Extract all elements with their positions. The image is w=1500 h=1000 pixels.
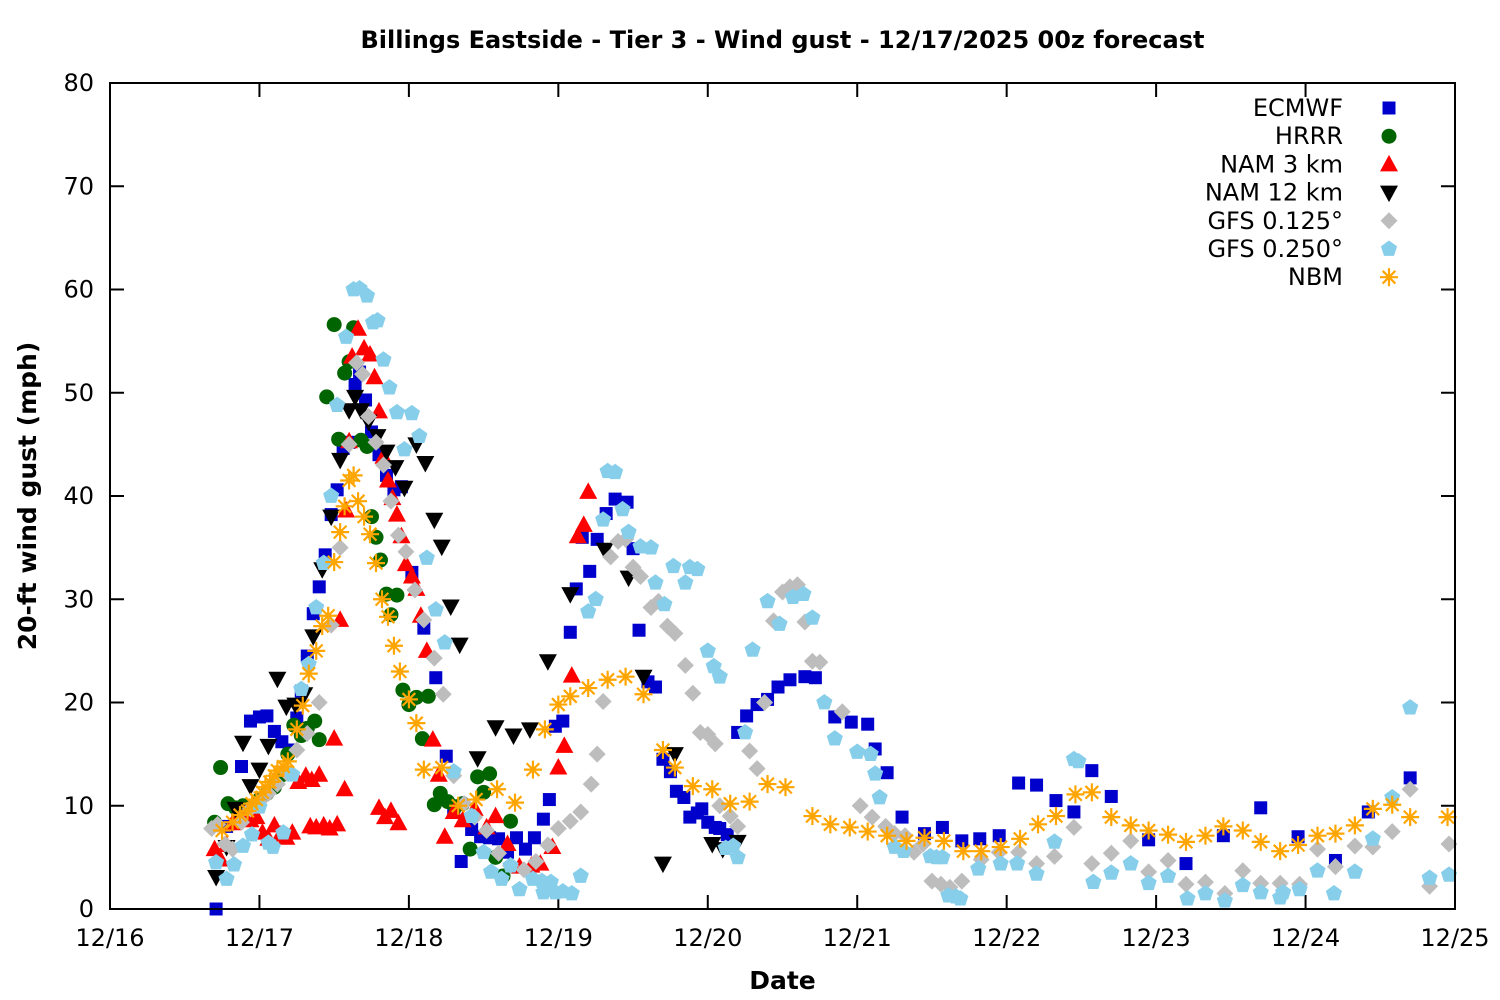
legend-marker-triangle-up (1380, 154, 1398, 172)
series-gfs-0-250- (208, 279, 1458, 908)
legend-label: GFS 0.125° (1207, 207, 1343, 235)
series-nam-12-km (207, 389, 747, 887)
y-tick-label: 40 (63, 482, 94, 510)
y-tick-label: 0 (79, 895, 94, 923)
legend-label: NAM 3 km (1220, 150, 1343, 178)
y-tick-label: 70 (63, 172, 94, 200)
legend-label: ECMWF (1253, 94, 1343, 122)
y-axis-title: 20-ft wind gust (mph) (13, 342, 42, 651)
x-tick-label: 12/17 (225, 924, 294, 952)
y-tick-label: 30 (63, 585, 94, 613)
legend-marker-diamond (1380, 212, 1398, 230)
plot-border (109, 82, 1456, 910)
series-nbm (213, 466, 1457, 861)
x-tick-label: 12/18 (374, 924, 443, 952)
legend-label: HRRR (1275, 122, 1343, 150)
x-axis-title: Date (749, 966, 816, 995)
legend-marker-pentagon (1380, 240, 1398, 256)
x-tick-label: 12/21 (823, 924, 892, 952)
x-tick-label: 12/24 (1271, 924, 1340, 952)
legend-marker-circle (1381, 128, 1397, 144)
x-tick-label: 12/19 (524, 924, 593, 952)
legend-label: NBM (1288, 263, 1343, 291)
y-tick-label: 20 (63, 689, 94, 717)
x-tick-label: 12/20 (673, 924, 742, 952)
x-tick-label: 12/23 (1122, 924, 1191, 952)
y-tick-label: 80 (63, 69, 94, 97)
y-tick-label: 10 (63, 792, 94, 820)
legend-label: NAM 12 km (1205, 179, 1343, 207)
axes: 12/16 12/17 12/18 12/19 12/20 12/21 12/22 12/23… (63, 69, 1489, 952)
x-tick-label: 12/16 (75, 924, 144, 952)
legend-label: GFS 0.250° (1207, 235, 1343, 263)
legend-marker-asterisk (1380, 268, 1398, 287)
legend-marker-triangle-down (1380, 185, 1398, 203)
legend-marker-square (1382, 101, 1396, 115)
x-tick-label: 12/22 (972, 924, 1041, 952)
x-tick-label: 12/25 (1420, 924, 1489, 952)
y-tick-label: 50 (63, 379, 94, 407)
y-tick-label: 60 (63, 276, 94, 304)
chart-title: Billings Eastside - Tier 3 - Wind gust -… (361, 26, 1205, 54)
